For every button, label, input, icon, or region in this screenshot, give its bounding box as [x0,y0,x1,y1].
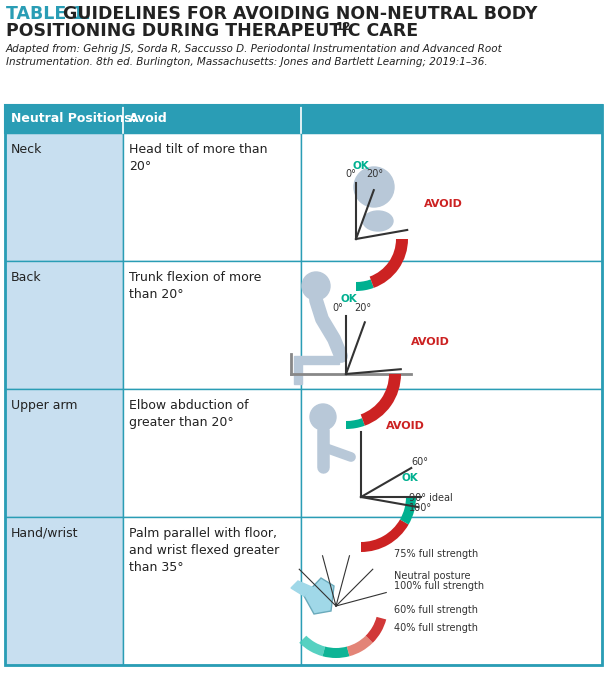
Text: Trunk flexion of more
than 20°: Trunk flexion of more than 20° [129,271,262,301]
Text: 90° ideal: 90° ideal [409,493,453,503]
Bar [5,517,123,665]
Bar [294,364,302,384]
Text: Head tilt of more than
20°: Head tilt of more than 20° [129,143,268,173]
Wedge shape [299,636,325,656]
Text: 100% full strength: 100% full strength [394,581,484,591]
Text: GUIDELINES FOR AVOIDING NON-NEUTRAL BODY: GUIDELINES FOR AVOIDING NON-NEUTRAL BODY [63,5,537,23]
Text: Upper arm: Upper arm [11,399,78,412]
Wedge shape [365,617,386,643]
Text: AVOID: AVOID [411,337,450,347]
Wedge shape [361,520,409,552]
Text: 40% full strength: 40% full strength [394,623,478,633]
Text: AVOID: AVOID [424,199,463,209]
Text: Adapted from: Gehrig JS, Sorda R, Saccusso D. Periodontal Instrumentation and Ad: Adapted from: Gehrig JS, Sorda R, Saccus… [6,44,503,67]
Wedge shape [356,280,374,291]
Text: Neutral posture: Neutral posture [394,571,470,581]
Bar [301,133,602,261]
Circle shape [302,272,330,300]
Bar [123,133,301,261]
Text: Neck: Neck [11,143,42,156]
Text: TABLE 1.: TABLE 1. [6,5,91,23]
Text: Elbow abduction of
greater than 20°: Elbow abduction of greater than 20° [129,399,249,429]
Bar [5,105,602,665]
Wedge shape [347,636,373,656]
Bar [5,105,602,133]
Bar [123,389,301,517]
Text: 20°: 20° [367,169,384,179]
Text: 75% full strength: 75% full strength [394,549,478,559]
Bar [294,356,339,364]
Wedge shape [370,239,408,288]
Wedge shape [400,497,416,524]
Text: Avoid: Avoid [129,113,168,125]
Text: Hand/wrist: Hand/wrist [11,527,78,540]
Circle shape [354,167,394,207]
Text: Back: Back [11,271,42,284]
Polygon shape [304,578,334,614]
Text: Palm parallel with floor,
and wrist flexed greater
than 35°: Palm parallel with floor, and wrist flex… [129,527,279,574]
Text: OK: OK [401,473,418,483]
Text: 0°: 0° [345,169,356,179]
Bar [5,389,123,517]
Bar [123,261,301,389]
Text: 0°: 0° [333,303,344,313]
Bar [123,517,301,665]
Text: Neutral Positions:: Neutral Positions: [11,113,137,125]
Text: 20°: 20° [354,303,371,313]
Bar [301,261,602,389]
Bar [5,261,123,389]
Text: 60°: 60° [411,457,428,467]
Polygon shape [291,581,314,596]
Wedge shape [346,418,365,429]
Text: POSITIONING DURING THERAPEUTIC CARE: POSITIONING DURING THERAPEUTIC CARE [6,22,418,40]
Text: OK: OK [341,294,358,304]
Circle shape [310,404,336,430]
Text: 12: 12 [336,22,351,32]
Bar [301,389,602,517]
Text: OK: OK [353,161,370,171]
Text: 100°: 100° [409,503,432,513]
Text: 60% full strength: 60% full strength [394,605,478,615]
Bar [5,133,123,261]
Ellipse shape [363,211,393,231]
Bar [301,517,602,665]
Text: AVOID: AVOID [386,421,425,431]
Wedge shape [361,374,401,426]
Wedge shape [322,646,350,658]
